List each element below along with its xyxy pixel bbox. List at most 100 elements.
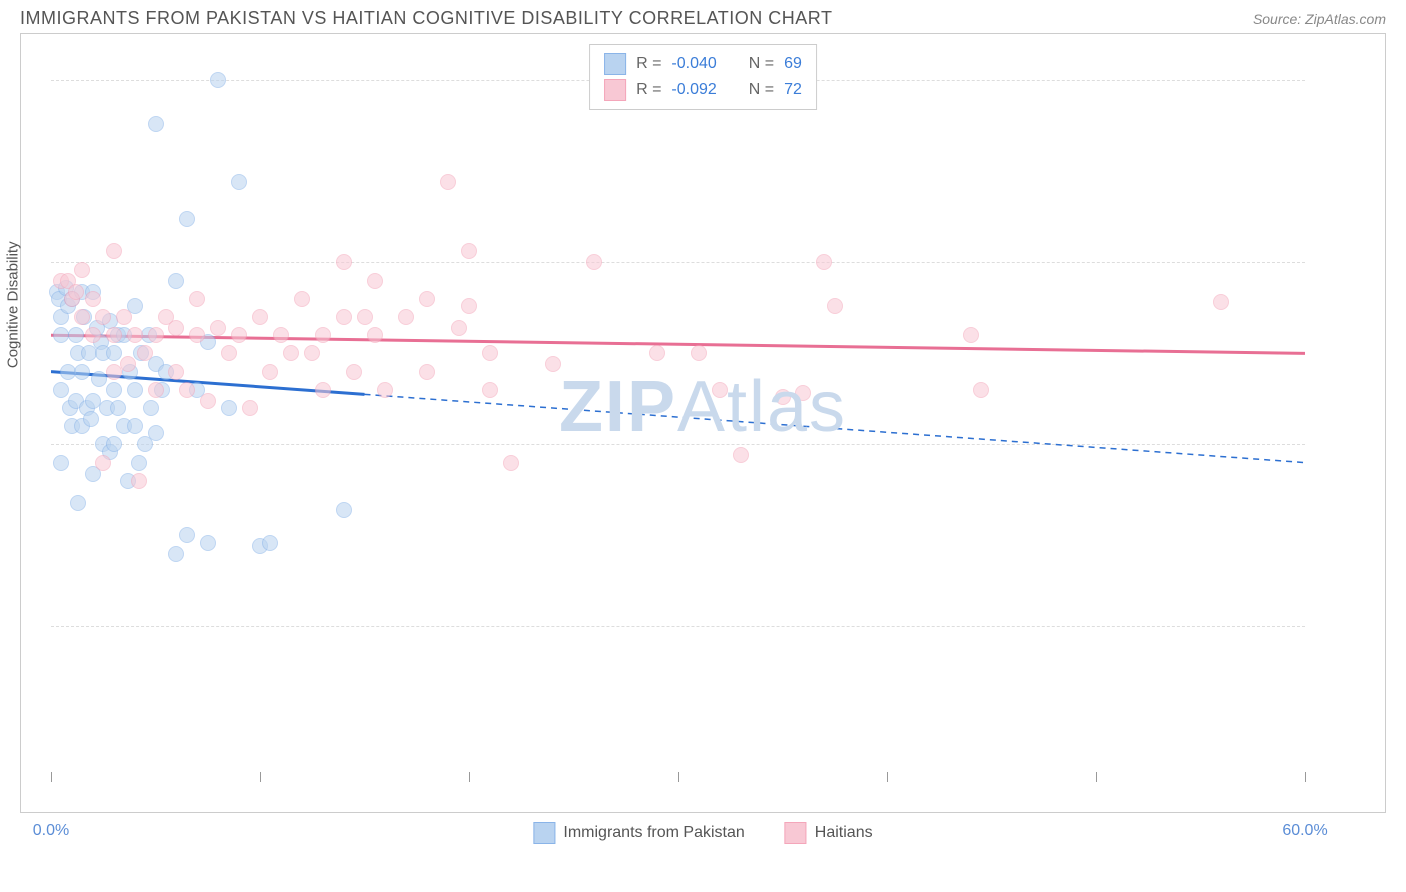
data-point <box>712 382 728 398</box>
data-point <box>131 455 147 471</box>
data-point <box>242 400 258 416</box>
data-point <box>346 364 362 380</box>
data-point <box>419 291 435 307</box>
data-point <box>148 116 164 132</box>
data-point <box>315 327 331 343</box>
correlation-legend: R =-0.040N =69R =-0.092N =72 <box>589 44 817 110</box>
chart-container: Cognitive Disability R =-0.040N =69R =-0… <box>20 33 1386 813</box>
data-point <box>85 327 101 343</box>
gridline <box>51 262 1305 263</box>
trend-lines <box>51 44 1305 772</box>
data-point <box>70 495 86 511</box>
y-axis-label: Cognitive Disability <box>5 241 22 368</box>
data-point <box>367 273 383 289</box>
data-point <box>200 535 216 551</box>
legend-swatch <box>533 822 555 844</box>
chart-title: IMMIGRANTS FROM PAKISTAN VS HAITIAN COGN… <box>20 8 832 29</box>
data-point <box>148 382 164 398</box>
x-tick-label: 0.0% <box>33 822 69 840</box>
x-tick <box>1305 772 1306 782</box>
data-point <box>691 345 707 361</box>
data-point <box>503 455 519 471</box>
legend-item: Immigrants from Pakistan <box>533 822 744 844</box>
data-point <box>106 436 122 452</box>
data-point <box>586 254 602 270</box>
data-point <box>168 364 184 380</box>
data-point <box>131 473 147 489</box>
x-tick <box>469 772 470 782</box>
data-point <box>273 327 289 343</box>
data-point <box>68 284 84 300</box>
x-tick <box>678 772 679 782</box>
x-tick <box>1096 772 1097 782</box>
data-point <box>127 418 143 434</box>
data-point <box>336 502 352 518</box>
data-point <box>461 243 477 259</box>
data-point <box>1213 294 1229 310</box>
legend-row: R =-0.092N =72 <box>604 77 802 103</box>
data-point <box>127 382 143 398</box>
x-tick-label: 60.0% <box>1282 822 1327 840</box>
data-point <box>53 382 69 398</box>
data-point <box>179 382 195 398</box>
data-point <box>377 382 393 398</box>
data-point <box>795 385 811 401</box>
data-point <box>252 309 268 325</box>
data-point <box>367 327 383 343</box>
legend-r-label: R = <box>636 81 661 99</box>
data-point <box>210 320 226 336</box>
data-point <box>816 254 832 270</box>
data-point <box>179 211 195 227</box>
data-point <box>304 345 320 361</box>
legend-item: Haitians <box>785 822 873 844</box>
data-point <box>775 389 791 405</box>
data-point <box>210 72 226 88</box>
data-point <box>398 309 414 325</box>
legend-swatch <box>604 53 626 75</box>
legend-r-label: R = <box>636 55 661 73</box>
legend-n-value: 69 <box>784 55 802 73</box>
data-point <box>137 345 153 361</box>
data-point <box>336 309 352 325</box>
data-point <box>116 309 132 325</box>
legend-r-value: -0.092 <box>671 81 716 99</box>
data-point <box>53 455 69 471</box>
data-point <box>106 364 122 380</box>
data-point <box>110 400 126 416</box>
legend-swatch <box>785 822 807 844</box>
series-legend: Immigrants from Pakistan Haitians <box>533 822 872 844</box>
data-point <box>231 327 247 343</box>
data-point <box>827 298 843 314</box>
data-point <box>83 411 99 427</box>
data-point <box>189 327 205 343</box>
data-point <box>85 291 101 307</box>
gridline <box>51 626 1305 627</box>
data-point <box>106 243 122 259</box>
plot-area <box>51 44 1305 772</box>
data-point <box>85 393 101 409</box>
legend-r-value: -0.040 <box>671 55 716 73</box>
data-point <box>221 345 237 361</box>
legend-label: Immigrants from Pakistan <box>563 824 744 842</box>
data-point <box>148 327 164 343</box>
data-point <box>120 356 136 372</box>
data-point <box>168 546 184 562</box>
data-point <box>179 527 195 543</box>
data-point <box>336 254 352 270</box>
data-point <box>127 327 143 343</box>
legend-label: Haitians <box>815 824 873 842</box>
legend-n-value: 72 <box>784 81 802 99</box>
data-point <box>649 345 665 361</box>
legend-n-label: N = <box>749 55 774 73</box>
data-point <box>106 345 122 361</box>
data-point <box>283 345 299 361</box>
data-point <box>168 273 184 289</box>
x-tick <box>887 772 888 782</box>
data-point <box>461 298 477 314</box>
data-point <box>963 327 979 343</box>
x-tick <box>51 772 52 782</box>
legend-swatch <box>604 79 626 101</box>
data-point <box>200 393 216 409</box>
data-point <box>482 382 498 398</box>
data-point <box>482 345 498 361</box>
